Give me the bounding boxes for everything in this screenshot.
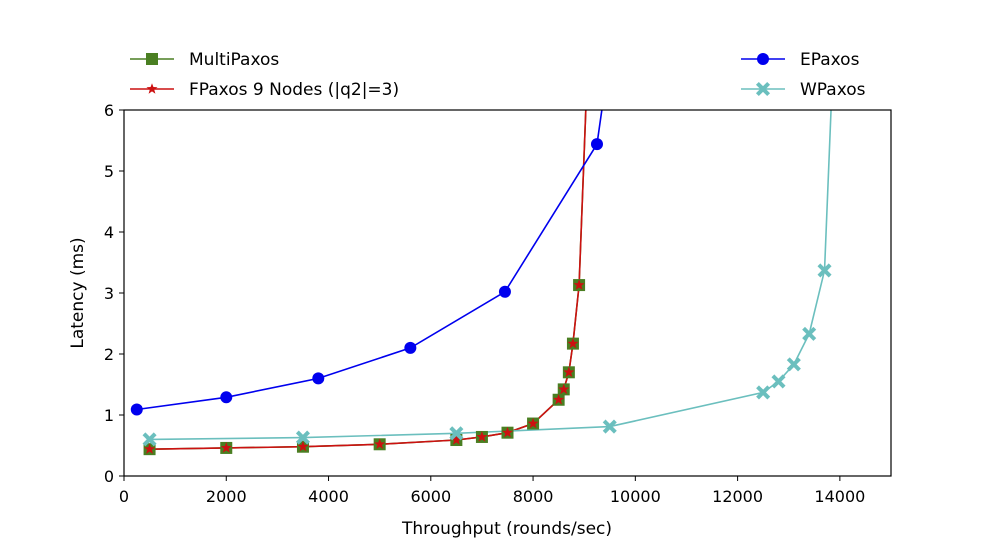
data-point-fpaxos-9-nodes-q2-3 bbox=[450, 434, 462, 445]
x-tick-label: 8000 bbox=[513, 487, 554, 506]
legend-label: FPaxos 9 Nodes (|q2|=3) bbox=[189, 80, 399, 100]
data-point-fpaxos-9-nodes-q2-3 bbox=[553, 393, 565, 405]
x-tick-label: 2000 bbox=[206, 487, 247, 506]
y-tick-label: 3 bbox=[104, 284, 114, 303]
x-axis-label: Throughput (rounds/sec) bbox=[401, 519, 612, 539]
legend-marker-multipaxos bbox=[146, 53, 158, 65]
y-tick-label: 0 bbox=[104, 467, 114, 486]
y-tick-label: 1 bbox=[104, 406, 114, 425]
legend-entry-wpaxos: WPaxos bbox=[741, 80, 866, 100]
legend-entry-multipaxos: MultiPaxos bbox=[130, 50, 279, 70]
data-point-fpaxos-9-nodes-q2-3 bbox=[563, 366, 575, 377]
legend: MultiPaxos FPaxos 9 Nodes (|q2|=3) EPaxos W… bbox=[130, 50, 866, 100]
data-point-wpaxos bbox=[602, 419, 617, 434]
data-point-wpaxos bbox=[817, 263, 832, 278]
y-tick-label: 6 bbox=[104, 101, 114, 120]
data-point-wpaxos bbox=[786, 357, 801, 372]
data-point-fpaxos-9-nodes-q2-3 bbox=[297, 440, 309, 452]
legend-label: WPaxos bbox=[800, 80, 866, 100]
data-point-epaxos bbox=[130, 403, 143, 416]
data-point-epaxos bbox=[220, 391, 233, 404]
legend-label: EPaxos bbox=[800, 50, 860, 70]
x-tick-label: 10000 bbox=[610, 487, 661, 506]
legend-marker-fpaxos-9-nodes-q2-3 bbox=[146, 83, 158, 94]
data-point-epaxos bbox=[498, 285, 511, 298]
legend-label: MultiPaxos bbox=[189, 50, 279, 70]
data-point-fpaxos-9-nodes-q2-3 bbox=[220, 442, 232, 453]
data-point-fpaxos-9-nodes-q2-3 bbox=[144, 443, 156, 454]
data-point-wpaxos bbox=[802, 326, 817, 341]
y-tick-label: 5 bbox=[104, 162, 114, 181]
data-point-wpaxos bbox=[756, 385, 771, 400]
data-point-fpaxos-9-nodes-q2-3 bbox=[567, 337, 579, 349]
data-point-epaxos bbox=[312, 372, 325, 385]
x-axis-ticks: 0 2000 4000 6000 8000 10000 12000 14000 bbox=[119, 476, 865, 506]
legend-entry-epaxos: EPaxos bbox=[741, 50, 860, 70]
data-point-fpaxos-9-nodes-q2-3 bbox=[558, 383, 570, 395]
y-tick-label: 4 bbox=[104, 223, 114, 242]
series-line-wpaxos bbox=[149, 110, 832, 441]
y-axis-label: Latency (ms) bbox=[68, 237, 88, 348]
x-tick-label: 12000 bbox=[712, 487, 763, 506]
legend-marker-wpaxos bbox=[755, 81, 771, 97]
x-tick-label: 14000 bbox=[814, 487, 865, 506]
legend-marker-epaxos bbox=[757, 53, 769, 65]
data-point-epaxos bbox=[590, 138, 603, 151]
data-point-fpaxos-9-nodes-q2-3 bbox=[374, 438, 386, 449]
data-point-wpaxos bbox=[142, 432, 157, 447]
data-point-fpaxos-9-nodes-q2-3 bbox=[573, 279, 585, 290]
marker-layer bbox=[130, 138, 832, 456]
x-tick-label: 0 bbox=[119, 487, 129, 506]
data-point-epaxos bbox=[404, 341, 417, 354]
data-point-wpaxos bbox=[449, 426, 464, 441]
x-tick-label: 4000 bbox=[308, 487, 349, 506]
data-point-fpaxos-9-nodes-q2-3 bbox=[476, 431, 488, 442]
data-point-fpaxos-9-nodes-q2-3 bbox=[501, 426, 514, 438]
legend-entry-fpaxos-9-nodes-q2-3: FPaxos 9 Nodes (|q2|=3) bbox=[130, 80, 399, 100]
y-axis-ticks: 0 1 2 3 4 5 6 bbox=[104, 101, 124, 486]
data-point-wpaxos bbox=[295, 430, 310, 445]
data-point-fpaxos-9-nodes-q2-3 bbox=[527, 417, 539, 429]
x-tick-label: 6000 bbox=[410, 487, 451, 506]
y-tick-label: 2 bbox=[104, 345, 114, 364]
data-point-wpaxos bbox=[771, 374, 786, 389]
